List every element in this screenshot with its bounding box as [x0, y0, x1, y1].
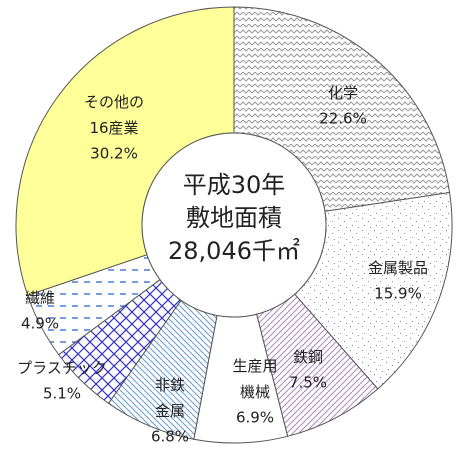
- slice-label: 化学: [328, 84, 358, 102]
- value-label: 7.5%: [289, 374, 327, 392]
- center-text: 28,046千㎡: [168, 237, 300, 265]
- value-label: 22.6%: [319, 110, 367, 128]
- center-hole: [141, 132, 327, 318]
- slice-label: 非鉄金属: [155, 376, 185, 420]
- slice-label: 生産用機械: [232, 357, 277, 401]
- value-label: 4.9%: [21, 315, 59, 333]
- value-label: 5.1%: [43, 385, 81, 403]
- value-label: 6.8%: [151, 428, 189, 446]
- value-label: 15.9%: [374, 285, 422, 303]
- slice-label: その他の 16産業: [84, 93, 144, 137]
- value-label: 6.9%: [236, 409, 274, 427]
- value-label: 30.2%: [90, 145, 138, 163]
- slice-label: 繊維: [25, 289, 55, 307]
- slice-label: プラスチック: [17, 359, 107, 377]
- center-text: 敷地面積: [186, 204, 282, 232]
- center-text: 平成30年: [183, 171, 286, 199]
- slice-label: 鉄鋼: [293, 348, 323, 366]
- slice-label: 金属製品: [368, 259, 428, 277]
